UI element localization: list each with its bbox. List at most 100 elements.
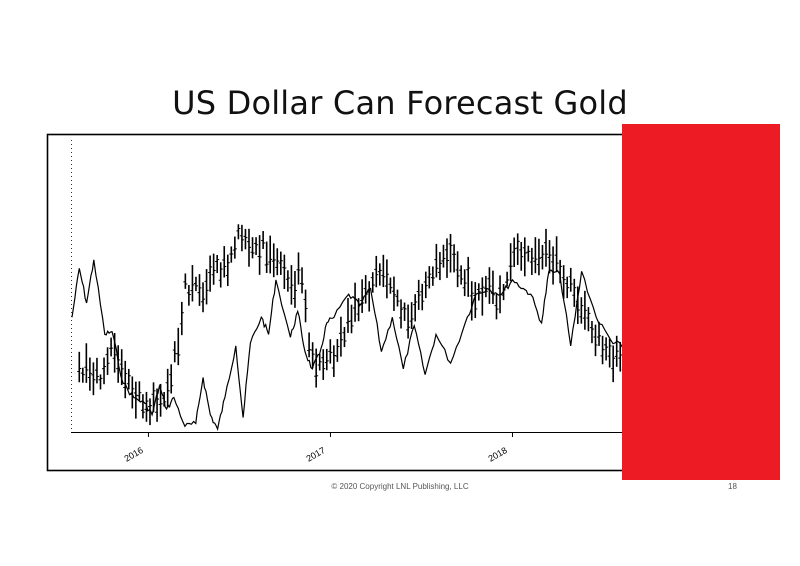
ohlc-bar [558, 259, 563, 284]
ohlc-bar [345, 297, 350, 333]
ohlc-bar [413, 294, 418, 322]
ohlc-bar [399, 299, 404, 329]
ohlc-bar [540, 244, 545, 270]
ohlc-bar [452, 244, 457, 273]
ohlc-bar [469, 281, 474, 321]
ohlc-bar [162, 392, 167, 407]
ohlc-bar [208, 255, 213, 292]
ohlc-bar [356, 298, 361, 322]
ohlc-bar [331, 345, 336, 377]
x-tick-label-2: 2018 [486, 445, 508, 464]
ohlc-bar [225, 254, 230, 287]
red-redaction-box [622, 124, 780, 480]
ohlc-bar [522, 237, 527, 277]
ohlc-bar [172, 341, 177, 363]
ohlc-bar [222, 246, 227, 278]
ohlc-bar [278, 251, 283, 275]
ohlc-bar [183, 273, 188, 289]
ohlc-bar [536, 238, 541, 276]
ohlc-bar [296, 252, 301, 285]
ohlc-bar [611, 345, 616, 383]
ohlc-bar [307, 332, 312, 358]
ohlc-bar [303, 289, 308, 323]
ohlc-bar [232, 236, 237, 259]
ohlc-bar [292, 270, 297, 308]
ohlc-bar [572, 278, 577, 307]
ohlc-bar [112, 332, 117, 373]
ohlc-bar [476, 283, 481, 301]
ohlc-bar [423, 271, 428, 299]
ohlc-bar [130, 376, 135, 409]
ohlc-bar [193, 276, 198, 292]
ohlc-bar [388, 277, 393, 294]
ohlc-bar [165, 368, 170, 408]
ohlc-bar [377, 263, 382, 286]
ohlc-bar [427, 266, 432, 289]
ohlc-bar [197, 274, 202, 306]
ohlc-bar [600, 335, 605, 365]
ohlc-bar [409, 302, 414, 329]
ohlc-bar [102, 357, 107, 385]
ohlc-bar [480, 277, 485, 316]
ohlc-bar [94, 357, 99, 384]
x-tick-label-0: 2016 [122, 445, 144, 464]
ohlc-bar [565, 276, 570, 299]
ohlc-bar [218, 262, 223, 288]
ohlc-bar [395, 289, 400, 307]
ohlc-bar [144, 391, 149, 422]
ohlc-bar [430, 266, 435, 286]
ohlc-bar [342, 327, 347, 348]
ohlc-bar [444, 238, 449, 278]
ohlc-bar [487, 267, 492, 304]
ohlc-bar [515, 233, 520, 265]
ohlc-bar [384, 259, 389, 299]
ohlc-bar [246, 228, 251, 267]
ohlc-bar [494, 293, 499, 320]
ohlc-bar [547, 240, 552, 274]
ohlc-bar [579, 297, 584, 324]
ohlc-bar [257, 235, 262, 275]
ohlc-bar [155, 388, 160, 422]
ohlc-bar [363, 275, 368, 304]
ohlc-bar [582, 290, 587, 330]
ohlc-bar [367, 281, 372, 312]
ohlc-bar [105, 347, 110, 375]
ohlc-bar [529, 247, 534, 275]
ohlc-bar [490, 270, 495, 305]
ohlc-bar [201, 282, 206, 313]
ohlc-bar [328, 339, 333, 364]
ohlc-bar [77, 351, 82, 383]
ohlc-bar [289, 265, 294, 305]
ohlc-bar [335, 338, 340, 362]
ohlc-bar [87, 357, 92, 391]
ohlc-bar [186, 284, 191, 306]
ohlc-bar [239, 224, 244, 252]
ohlc-bar [310, 342, 315, 369]
ohlc-bar [586, 307, 591, 332]
ohlc-bar [282, 254, 287, 290]
ohlc-bar [501, 284, 506, 301]
ohlc-bar [261, 231, 266, 249]
ohlc-bar [211, 253, 216, 285]
ohlc-bar [441, 244, 446, 268]
ohlc-bar [176, 327, 181, 366]
ohlc-bar [80, 367, 85, 383]
ohlc-bar [268, 235, 273, 274]
ohlc-bar [437, 252, 442, 281]
ohlc-bar [300, 267, 305, 294]
ohlc-bar [317, 354, 322, 371]
ohlc-bar [455, 251, 460, 288]
ohlc-bar [554, 236, 559, 273]
ohlc-bar [140, 394, 145, 419]
ohlc-bar [169, 364, 174, 394]
ohlc-bar [109, 337, 114, 357]
ohlc-bar [498, 275, 503, 314]
ohlc-bar [593, 324, 598, 357]
ohlc-bar [137, 381, 142, 402]
ohlc-bar [604, 337, 609, 361]
ohlc-bar [483, 275, 488, 298]
ohlc-bar [229, 246, 234, 263]
ohlc-bar [519, 241, 524, 271]
footer-copyright: © 2020 Copyright LNL Publishing, LLC [331, 482, 469, 491]
